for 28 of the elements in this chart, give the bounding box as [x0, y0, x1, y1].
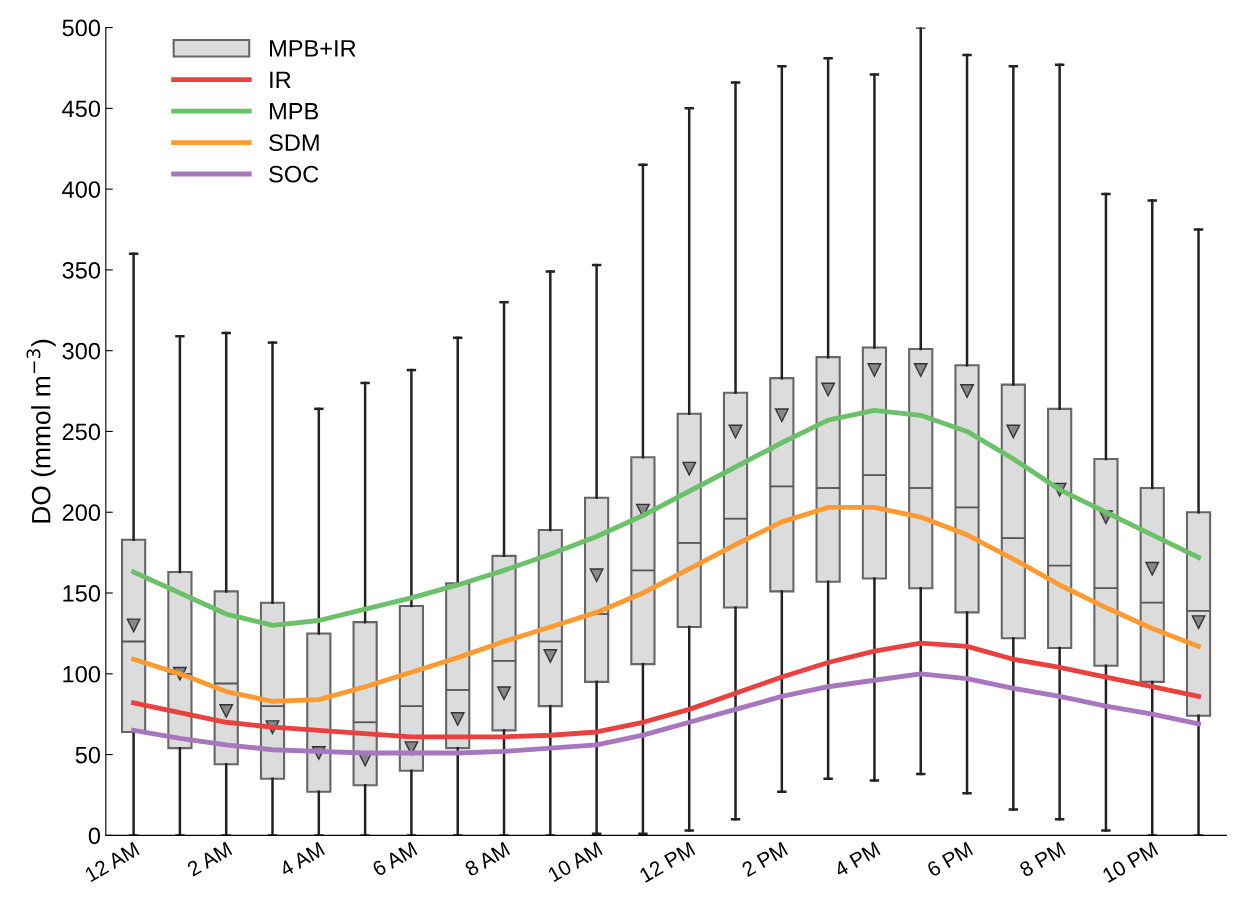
x-tick-label: 4 AM: [278, 841, 325, 877]
y-tick-label: 450: [62, 100, 101, 118]
y-tick-label: 0: [88, 827, 101, 845]
y-tick-label: 200: [62, 504, 101, 522]
legend-label: SDM: [269, 134, 319, 152]
y-tick-label: 100: [63, 665, 101, 683]
x-tick-label: 12 PM: [638, 841, 696, 883]
y-tick-label: 50: [75, 746, 101, 764]
y-tick-label: 350: [62, 261, 101, 279]
y-tick-label: 500: [62, 19, 101, 37]
legend-label: IR: [270, 71, 291, 88]
x-tick-label: 10 AM: [547, 841, 603, 883]
x-tick-label: 8 AM: [463, 841, 511, 877]
x-tick-label: 4 PM: [833, 841, 881, 878]
x-tick-label: 6 PM: [926, 841, 974, 878]
legend-label: MPB: [270, 103, 319, 120]
y-tick-label: 400: [62, 181, 101, 198]
y-tick-label: 150: [63, 585, 101, 602]
x-tick-label: 2 AM: [186, 841, 233, 877]
legend-label: SOC: [269, 165, 319, 183]
x-tick-label: 2 PM: [740, 841, 788, 878]
legend-label: MPB+IR: [270, 40, 356, 57]
x-tick-label: 10 PM: [1101, 841, 1159, 883]
x-tick-label: 8 PM: [1018, 841, 1066, 878]
x-tick-label: 6 AM: [371, 841, 418, 877]
y-tick-label: 250: [62, 423, 101, 441]
y-axis-title: DO (mmol m$^{−3}$): [26, 339, 56, 523]
y-tick-label: 300: [62, 342, 101, 360]
